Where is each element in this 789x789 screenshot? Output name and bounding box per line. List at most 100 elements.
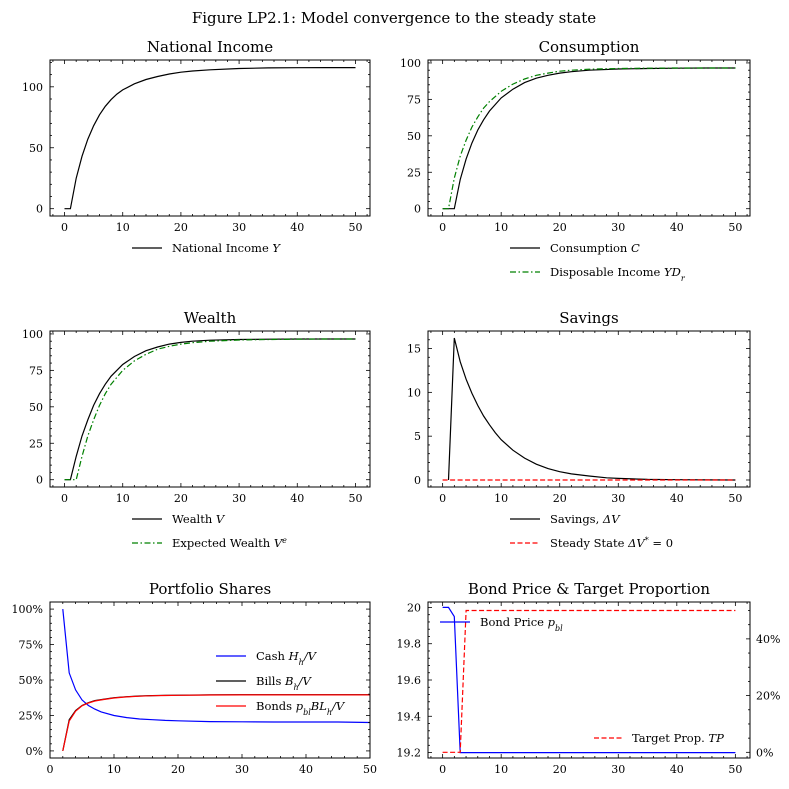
x-tick-label: 20 (553, 763, 567, 776)
series-line-wealth-0 (64, 338, 356, 481)
y-tick-label: 19.2 (397, 747, 422, 760)
legend-label: Cash Hh/V (256, 649, 318, 667)
legend-label: National Income Y (172, 241, 281, 255)
y-tick-label: 20 (407, 601, 421, 614)
y-tick-label: 50 (29, 401, 43, 414)
y-tick-label: 75 (29, 364, 43, 377)
legend-label: Wealth V (172, 512, 226, 526)
x-tick-label: 20 (553, 492, 567, 505)
y-tick-label: 0 (36, 203, 43, 216)
x-tick-label: 0 (439, 763, 446, 776)
series-line-portfolio-0 (62, 609, 370, 724)
x-tick-label: 40 (290, 492, 304, 505)
y-tick-label: 25 (407, 166, 421, 179)
x-tick-label: 0 (439, 492, 446, 505)
panel-title: Consumption (539, 38, 640, 56)
x-tick-label: 20 (553, 221, 567, 234)
legend-label: Bills Bh/V (256, 674, 313, 692)
y-tick-label: 75% (19, 639, 43, 652)
legend-label: Bonds pblBLh/V (256, 699, 346, 717)
panel-consumption: Consumption 0 10 20 30 40 50 0 25 50 75 100 Consumpt… (400, 38, 751, 283)
plot-frame (49, 601, 371, 759)
x-tick-label: 0 (61, 492, 68, 505)
y2-tick-label: 20% (756, 690, 780, 703)
y-tick-label: 15 (407, 343, 421, 356)
x-tick-label: 30 (232, 492, 246, 505)
x-tick-label: 10 (494, 763, 508, 776)
y-tick-label: 19.6 (397, 674, 422, 687)
y-tick-label: 19.8 (397, 638, 422, 651)
x-tick-label: 20 (171, 763, 185, 776)
panel-wealth: Wealth 0 10 20 30 40 50 0 25 50 75 100 Wealth V Expec… (22, 309, 371, 551)
y-tick-label: 25% (19, 709, 43, 722)
y-tick-label: 75 (407, 93, 421, 106)
x-tick-label: 30 (611, 221, 625, 234)
series-line-income-0 (64, 67, 356, 210)
x-tick-label: 30 (232, 221, 246, 234)
series-line-consumption-0 (442, 67, 736, 210)
legend-label: Bond Price pbl (480, 615, 563, 633)
panel-income: National Income 0 10 20 30 40 50 0 50 100 National… (22, 38, 371, 255)
y-tick-label: 50% (19, 674, 43, 687)
panel-bond: Bond Price & Target Proportion 0 10 20 30 40 5… (397, 580, 781, 776)
legend-label: Steady State ΔV* = 0 (550, 536, 673, 551)
x-tick-label: 40 (670, 763, 684, 776)
y-tick-label: 100% (12, 603, 43, 616)
legend-label: Savings, ΔV (550, 512, 621, 526)
legend-label: Consumption C (550, 241, 640, 255)
x-tick-label: 10 (116, 492, 130, 505)
legend-label: Target Prop. TP (632, 731, 724, 745)
y-tick-label: 19.4 (397, 710, 422, 723)
x-tick-label: 50 (363, 763, 377, 776)
y-tick-label: 0 (414, 203, 421, 216)
x-tick-label: 10 (107, 763, 121, 776)
panel-portfolio: Portfolio Shares 0 10 20 30 40 50 0% 25% 50% 75% 10… (12, 580, 377, 776)
series-line-consumption-1 (442, 67, 736, 210)
x-tick-label: 10 (494, 492, 508, 505)
series-line-wealth-1 (64, 338, 356, 481)
plot-frame (427, 330, 751, 488)
x-tick-label: 0 (47, 763, 54, 776)
legend-label: Expected Wealth Ve (172, 536, 287, 551)
x-tick-label: 50 (348, 221, 362, 234)
x-tick-label: 50 (728, 221, 742, 234)
panel-title: National Income (147, 38, 273, 56)
plot-frame (49, 59, 371, 217)
series-line-bond-1 (442, 609, 736, 753)
x-tick-label: 40 (299, 763, 313, 776)
x-tick-label: 20 (174, 221, 188, 234)
y-tick-label: 25 (29, 437, 43, 450)
y-tick-label: 100 (400, 57, 421, 70)
series-line-savings-0 (447, 337, 736, 481)
y-tick-label: 0% (26, 745, 43, 758)
x-tick-label: 50 (728, 492, 742, 505)
y-tick-label: 50 (29, 142, 43, 155)
x-tick-label: 30 (611, 492, 625, 505)
plot-frame (49, 330, 371, 488)
y-tick-label: 100 (22, 81, 43, 94)
y-tick-label: 10 (407, 386, 421, 399)
x-tick-label: 0 (61, 221, 68, 234)
x-tick-label: 50 (728, 763, 742, 776)
figure-title: Figure LP2.1: Model convergence to the s… (192, 9, 596, 27)
legend-label: Disposable Income YDr (550, 265, 686, 283)
plot-frame (427, 59, 751, 217)
panel-title: Bond Price & Target Proportion (468, 580, 710, 598)
y-tick-label: 5 (414, 430, 421, 443)
x-tick-label: 30 (611, 763, 625, 776)
y2-tick-label: 0% (756, 746, 773, 759)
x-tick-label: 40 (670, 492, 684, 505)
x-tick-label: 0 (439, 221, 446, 234)
x-tick-label: 30 (235, 763, 249, 776)
panel-savings: Savings 0 10 20 30 40 50 0 5 10 15 Savings, ΔV Stead… (407, 309, 751, 551)
x-tick-label: 10 (116, 221, 130, 234)
y2-tick-label: 40% (756, 633, 780, 646)
panel-title: Wealth (184, 309, 237, 327)
series-line-portfolio-2 (62, 694, 370, 752)
panel-title: Portfolio Shares (149, 580, 271, 598)
y-tick-label: 0 (414, 474, 421, 487)
series-line-bond-0 (442, 606, 736, 754)
y-tick-label: 0 (36, 474, 43, 487)
panel-title: Savings (559, 309, 618, 327)
